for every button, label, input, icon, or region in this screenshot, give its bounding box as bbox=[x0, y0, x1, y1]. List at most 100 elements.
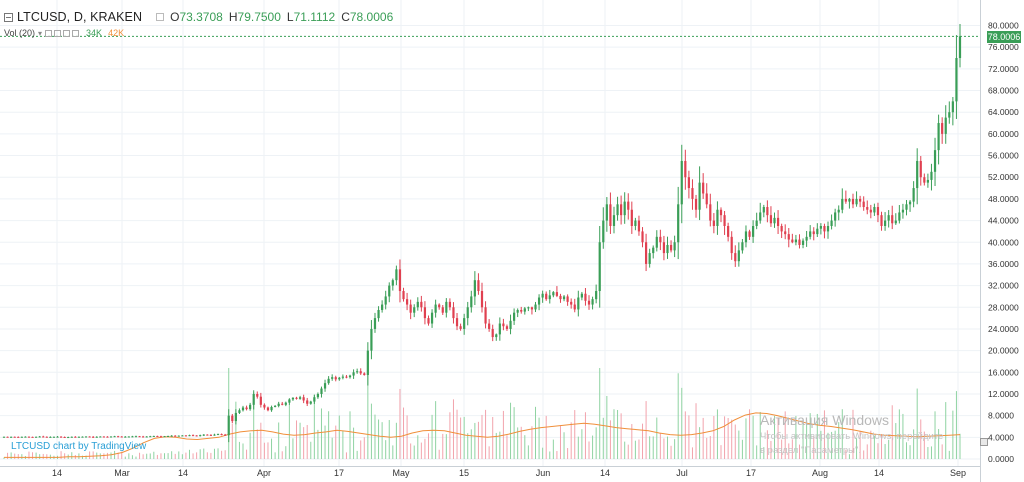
candle-body bbox=[259, 396, 262, 405]
volume-bar bbox=[674, 439, 676, 459]
x-tick-label: 14 bbox=[178, 468, 188, 478]
candle-body bbox=[659, 236, 662, 243]
candle-body bbox=[70, 436, 73, 438]
volume-bar bbox=[89, 451, 91, 459]
candle-body bbox=[719, 209, 723, 216]
volume-bar bbox=[449, 412, 451, 459]
volume-bar bbox=[117, 452, 119, 459]
candle-body bbox=[238, 410, 241, 413]
candle-body bbox=[63, 436, 66, 438]
gear-icon[interactable] bbox=[54, 29, 62, 37]
candle-body bbox=[637, 220, 641, 232]
candle-body bbox=[748, 231, 751, 237]
eye-icon[interactable] bbox=[45, 29, 53, 37]
candle-body bbox=[423, 307, 427, 319]
volume-bar bbox=[353, 427, 355, 459]
candle-body bbox=[819, 225, 822, 229]
chevron-down-icon[interactable]: ▾ bbox=[38, 28, 43, 38]
candle-body bbox=[67, 437, 70, 439]
volume-bar bbox=[759, 411, 761, 459]
candle-body bbox=[566, 296, 569, 302]
volume-bar bbox=[499, 431, 501, 459]
x-tick-label: 14 bbox=[600, 468, 610, 478]
y-tick-label: 32.0000 bbox=[988, 281, 1019, 291]
windows-activation-watermark: Активация Windows Чтобы активировать Win… bbox=[760, 412, 943, 456]
settings-icon[interactable] bbox=[156, 13, 165, 21]
candle-body bbox=[334, 377, 337, 380]
close-icon[interactable] bbox=[63, 29, 71, 37]
volume-bar bbox=[788, 443, 790, 459]
y-tick-label: 24.0000 bbox=[988, 324, 1019, 334]
volume-bar bbox=[713, 416, 715, 459]
volume-bar bbox=[78, 453, 80, 459]
volume-bar bbox=[656, 417, 658, 459]
candle-body bbox=[776, 217, 780, 226]
volume-bar bbox=[752, 415, 754, 459]
volume-bar bbox=[738, 430, 740, 459]
candle-body bbox=[463, 318, 466, 329]
candle-body bbox=[470, 296, 473, 308]
volume-bar bbox=[845, 449, 847, 459]
candle-body bbox=[224, 434, 227, 436]
candle-body bbox=[270, 406, 273, 411]
volume-bar bbox=[324, 425, 326, 459]
candle-body bbox=[188, 435, 191, 437]
volume-bar bbox=[370, 403, 372, 459]
volume-bar bbox=[21, 454, 23, 459]
volume-bar bbox=[745, 418, 747, 459]
candle-body bbox=[534, 304, 537, 310]
candle-body bbox=[812, 231, 815, 235]
candle-body bbox=[202, 434, 205, 436]
candle-body bbox=[826, 225, 830, 232]
volume-bar bbox=[823, 410, 825, 459]
volume-bar bbox=[731, 419, 733, 459]
candle-body bbox=[291, 397, 295, 400]
volume-indicator-label[interactable]: Vol (20) bbox=[4, 28, 36, 38]
volume-bar bbox=[905, 442, 907, 459]
candle-body bbox=[209, 434, 213, 436]
volume-bar bbox=[246, 449, 248, 459]
candle-body bbox=[512, 312, 516, 321]
candle-body bbox=[152, 435, 155, 437]
volume-bar bbox=[620, 413, 622, 459]
candle-body bbox=[941, 123, 944, 134]
volume-bar bbox=[206, 452, 208, 459]
volume-bar bbox=[445, 434, 447, 459]
volume-bar bbox=[328, 411, 330, 459]
volume-bar bbox=[210, 452, 212, 459]
volume-bar bbox=[955, 391, 957, 459]
volume-bar bbox=[609, 420, 611, 459]
symbol-label[interactable]: LTCUSD, D, KRAKEN bbox=[17, 10, 143, 24]
candle-body bbox=[338, 377, 341, 380]
volume-bar bbox=[146, 453, 148, 459]
candle-body bbox=[27, 436, 31, 438]
candle-body bbox=[402, 291, 405, 300]
x-tick-label: Jul bbox=[676, 468, 688, 478]
candle-body bbox=[530, 307, 534, 310]
collapse-icon[interactable] bbox=[4, 12, 13, 22]
volume-value: 34K bbox=[86, 28, 103, 38]
candle-body bbox=[616, 204, 619, 216]
candle-body bbox=[780, 225, 783, 232]
volume-bar bbox=[64, 453, 66, 459]
axis-settings-icon[interactable] bbox=[980, 438, 988, 446]
more-icon[interactable] bbox=[72, 29, 80, 37]
volume-bar bbox=[196, 452, 198, 459]
candle-body bbox=[887, 215, 890, 221]
candle-body bbox=[109, 436, 113, 438]
candle-body bbox=[644, 242, 648, 264]
candle-body bbox=[916, 160, 919, 189]
volume-bar bbox=[595, 427, 597, 459]
volume-bar bbox=[927, 447, 929, 459]
candle-body bbox=[59, 436, 63, 438]
candle-body bbox=[106, 436, 109, 438]
volume-bar bbox=[638, 439, 640, 459]
candle-body bbox=[127, 436, 130, 438]
candle-body bbox=[45, 436, 48, 438]
volume-bar bbox=[567, 448, 569, 459]
x-tick-label: 14 bbox=[874, 468, 884, 478]
tradingview-branding[interactable]: LTCUSD chart by TradingView bbox=[11, 441, 147, 452]
candle-body bbox=[891, 215, 894, 224]
